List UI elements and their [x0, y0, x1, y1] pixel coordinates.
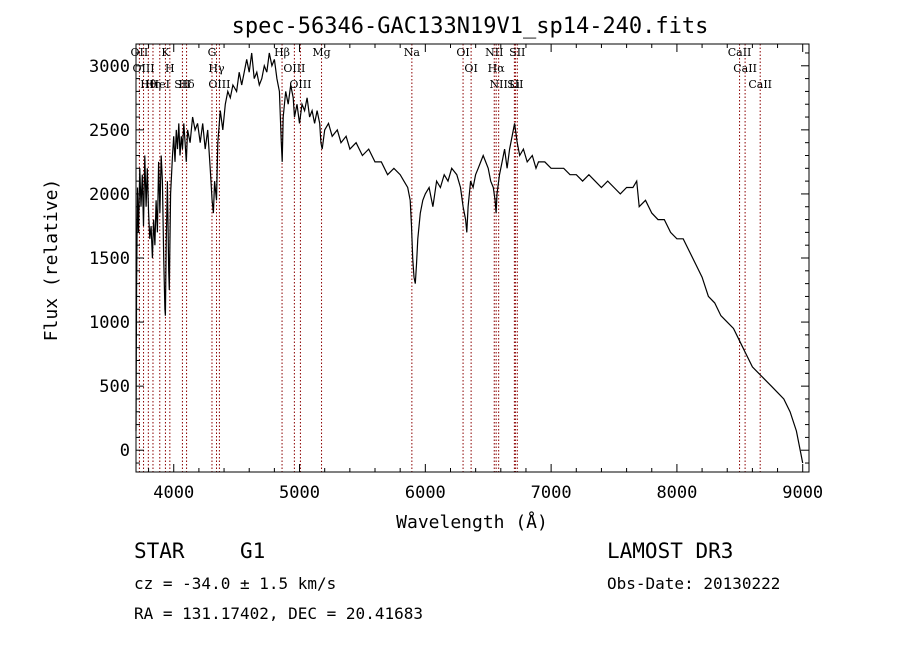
line-label: Li	[509, 78, 520, 91]
line-label: CaII	[748, 78, 772, 91]
y-tick-label: 2500	[89, 121, 130, 141]
survey-name: LAMOST DR3	[607, 539, 734, 563]
line-label: Mg	[312, 46, 330, 59]
line-label: Hθ	[140, 78, 157, 91]
object-type: STAR	[134, 539, 185, 563]
line-label: OIII	[133, 62, 155, 75]
line-label: NII	[485, 46, 503, 59]
line-label: OI	[464, 62, 477, 75]
line-label: Hγ	[208, 62, 225, 75]
plot-frame	[135, 43, 810, 473]
line-label: H	[165, 62, 175, 75]
line-label: SII	[509, 46, 525, 59]
x-tick-label: 8000	[656, 483, 697, 503]
line-label: OI	[456, 46, 469, 59]
spectral-line-labels: OIIOIIIHθHηHeIKHSIIHδGHγOIIIHβOIIIOIIIMg…	[131, 46, 772, 91]
object-subclass: G1	[240, 539, 266, 563]
spectral-line-markers	[138, 44, 761, 472]
line-label: NII	[490, 78, 508, 91]
line-label: Hα	[488, 62, 506, 75]
line-label: SII	[507, 78, 523, 91]
x-tick-label: 5000	[279, 483, 320, 503]
y-tick-label: 1000	[89, 313, 130, 333]
line-label: OIII	[283, 62, 305, 75]
line-label: SII	[174, 78, 190, 91]
line-label: Hη	[145, 78, 161, 91]
line-label: CaII	[728, 46, 752, 59]
spectrum-line	[135, 52, 804, 464]
y-tick-label: 500	[99, 377, 130, 397]
y-tick-label: 2000	[89, 185, 130, 205]
line-label: CaII	[733, 62, 757, 75]
y-tick-label: 0	[120, 441, 130, 461]
y-axis-label: Flux (relative)	[41, 179, 62, 342]
line-label: Hδ	[178, 78, 195, 91]
y-tick-label: 3000	[89, 57, 130, 77]
y-axis-ticks: 0 500 1000 1500 2000 2500 3000	[89, 52, 809, 464]
x-tick-label: 7000	[531, 483, 572, 503]
observation-date: Obs-Date: 20130222	[607, 574, 781, 593]
x-tick-label: 9000	[782, 483, 823, 503]
x-axis-ticks: 4000 5000 6000 7000 8000 9000	[148, 44, 823, 503]
y-tick-label: 1500	[89, 249, 130, 269]
redshift-velocity: cz = -34.0 ± 1.5 km/s	[134, 574, 337, 593]
line-label: Hβ	[274, 46, 290, 59]
line-label: Na	[404, 46, 421, 59]
line-label: HeI	[150, 78, 170, 91]
line-label: K	[161, 46, 170, 59]
chart-title: spec-56346-GAC133N19V1_sp14-240.fits	[232, 14, 709, 39]
line-label: OIII	[289, 78, 311, 91]
x-axis-label: Wavelength (Å)	[396, 511, 548, 533]
x-tick-label: 6000	[405, 483, 446, 503]
line-label: OIII	[208, 78, 230, 91]
sky-coordinates: RA = 131.17402, DEC = 20.41683	[134, 604, 423, 623]
x-tick-label: 4000	[153, 483, 194, 503]
line-label: G	[208, 46, 217, 59]
